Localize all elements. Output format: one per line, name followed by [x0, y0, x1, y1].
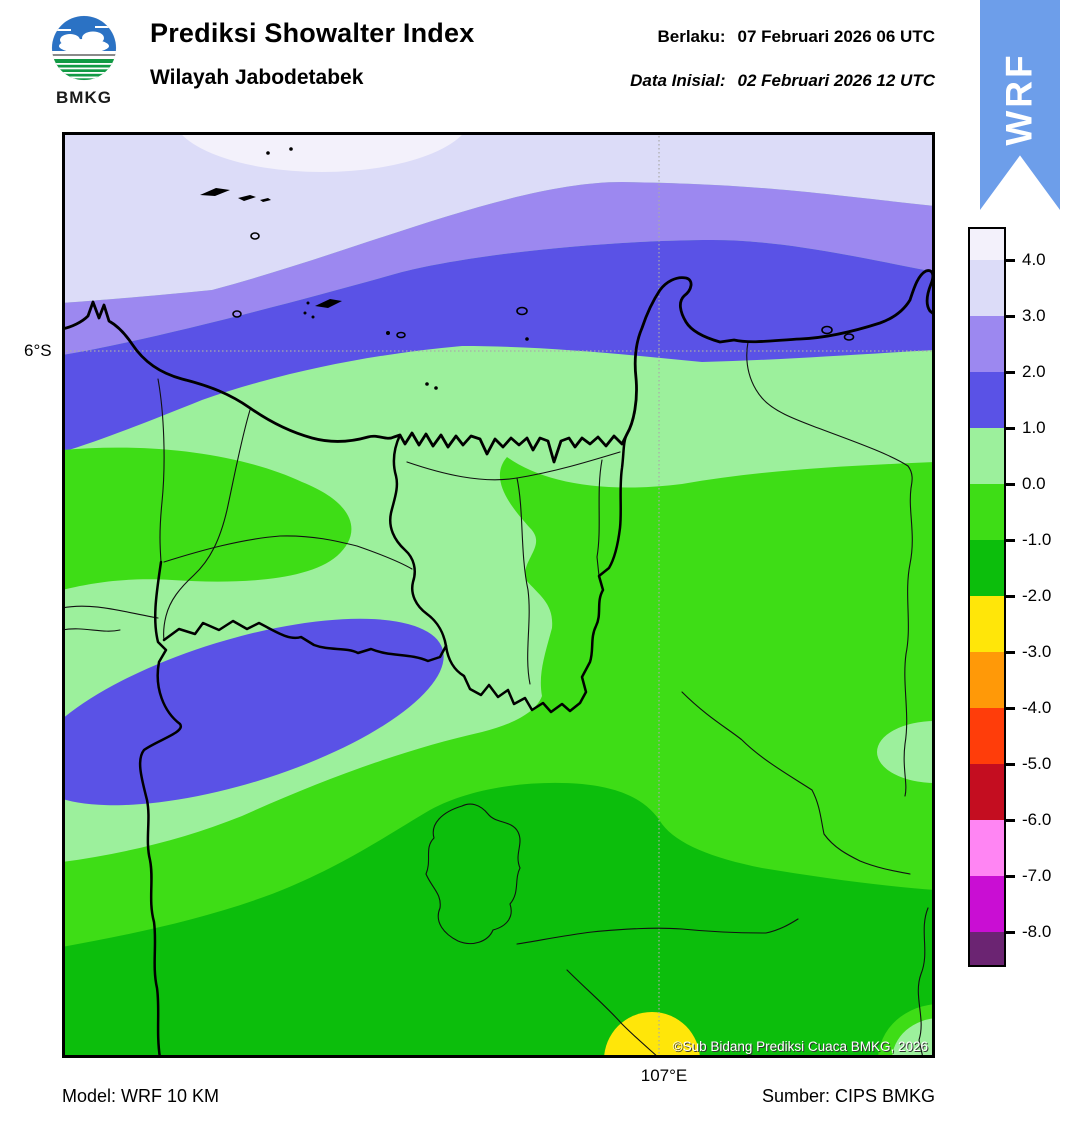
- region-dark-green: [62, 782, 935, 1058]
- colorbar-segment: [970, 372, 1004, 428]
- tick-label: 4.0: [1022, 250, 1046, 269]
- tick-mark: [1004, 874, 1015, 878]
- graticule: [62, 132, 935, 1058]
- map-copyright: ©Sub Bidang Prediksi Cuaca BMKG, 2026: [673, 1039, 928, 1054]
- map-copyright-shadow: ©Sub Bidang Prediksi Cuaca BMKG, 2026: [674, 1040, 929, 1055]
- bmkg-logo: BMKG: [49, 13, 119, 107]
- longitude-label: 107°E: [640, 1066, 688, 1085]
- colorbar-tick-row: 3.0: [1004, 306, 1046, 326]
- colorbar-segment: [970, 260, 1004, 316]
- colorbar: [968, 227, 1006, 967]
- tick-mark: [1004, 930, 1015, 934]
- wrf-ribbon-label: WRF: [999, 52, 1040, 146]
- colorbar-segment: [970, 652, 1004, 708]
- region-light-ellipse-right: [877, 721, 935, 783]
- colorbar-tick-row: 2.0: [1004, 362, 1046, 382]
- colorbar-segment: [970, 484, 1004, 540]
- district-boundaries: [62, 341, 929, 1058]
- tick-mark: [1004, 482, 1015, 486]
- colorbar-segment: [970, 540, 1004, 596]
- region-light-ellipse-corner: [892, 1018, 935, 1058]
- colorbar-tick-row: -7.0: [1004, 866, 1051, 886]
- colorbar-tick-row: 0.0: [1004, 474, 1046, 494]
- model-label: Model: WRF 10 KM: [62, 1086, 220, 1106]
- colorbar-segment: [970, 820, 1004, 876]
- tick-label: -2.0: [1022, 586, 1052, 605]
- tick-label: -4.0: [1022, 698, 1052, 717]
- tick-mark: [1004, 538, 1015, 542]
- region-yellow-blob: [604, 1012, 700, 1058]
- region-purple-band: [62, 182, 935, 355]
- colorbar-segment: [970, 764, 1004, 820]
- tick-label: -5.0: [1022, 754, 1052, 773]
- colorbar-segment: [970, 876, 1004, 932]
- initial-value: 02 Februari 2026 12 UTC: [737, 71, 935, 90]
- tick-mark: [1004, 706, 1015, 710]
- tick-mark: [1004, 258, 1015, 262]
- colorbar-segments: [970, 229, 1004, 965]
- region-blue-band: [62, 240, 935, 452]
- colorbar-tick-row: -6.0: [1004, 810, 1051, 830]
- valid-label: Berlaku:: [657, 27, 726, 46]
- coastline: [62, 269, 935, 464]
- tick-label: 0.0: [1022, 474, 1046, 493]
- colorbar-segment: [970, 229, 1004, 260]
- tick-label: 2.0: [1022, 362, 1046, 381]
- source-label: Sumber: CIPS BMKG: [761, 1086, 935, 1106]
- latitude-label: 6°S: [24, 341, 52, 360]
- tick-mark: [1004, 370, 1015, 374]
- wrf-ribbon: WRF: [980, 0, 1060, 210]
- bmkg-logo-image: BMKG: [51, 15, 117, 107]
- region-white-patch: [179, 132, 465, 172]
- colorbar-segment: [970, 596, 1004, 652]
- region-bright-green-left: [62, 447, 352, 590]
- tick-mark: [1004, 818, 1015, 822]
- tick-mark: [1004, 650, 1015, 654]
- colorbar-ticks: 4.0 3.0 2.0 1.0 0.0 -1.0 -2.0 -3.0 -4.0 -5.0 -6.0 -…: [1004, 229, 1068, 965]
- forecast-map: ©Sub Bidang Prediksi Cuaca BMKG, 2026 ©S…: [62, 132, 935, 1058]
- tick-mark: [1004, 594, 1015, 598]
- initial-datetime: Data Inisial: 02 Februari 2026 12 UTC: [630, 71, 935, 91]
- colorbar-segment: [970, 316, 1004, 372]
- province-boundaries: [138, 432, 629, 1058]
- colorbar-segment: [970, 428, 1004, 484]
- page-subtitle: Wilayah Jabodetabek: [150, 66, 364, 89]
- colorbar-tick-row: -4.0: [1004, 698, 1051, 718]
- region-blue-blob: [62, 618, 444, 806]
- valid-datetime: Berlaku: 07 Februari 2026 06 UTC: [657, 27, 935, 47]
- islands: [200, 147, 855, 390]
- map-frame: [62, 132, 935, 1058]
- tick-label: -3.0: [1022, 642, 1052, 661]
- tick-label: -8.0: [1022, 922, 1052, 941]
- colorbar-segment: [970, 932, 1004, 965]
- tick-mark: [1004, 426, 1015, 430]
- colorbar-tick-row: 1.0: [1004, 418, 1046, 438]
- colorbar-tick-row: -5.0: [1004, 754, 1051, 774]
- page-title: Prediksi Showalter Index: [150, 18, 475, 48]
- colorbar-segment: [970, 708, 1004, 764]
- tick-label: -7.0: [1022, 866, 1052, 885]
- initial-label: Data Inisial:: [630, 71, 726, 90]
- tick-label: 3.0: [1022, 306, 1046, 325]
- colorbar-tick-row: -8.0: [1004, 922, 1051, 942]
- region-lavender-band: [62, 132, 935, 303]
- colorbar-tick-row: 4.0: [1004, 250, 1046, 270]
- tick-mark: [1004, 762, 1015, 766]
- colorbar-tick-row: -1.0: [1004, 530, 1051, 550]
- colorbar-tick-row: -3.0: [1004, 642, 1051, 662]
- valid-value: 07 Februari 2026 06 UTC: [737, 27, 935, 46]
- tick-label: -1.0: [1022, 530, 1052, 549]
- tick-label: -6.0: [1022, 810, 1052, 829]
- tick-label: 1.0: [1022, 418, 1046, 437]
- tick-mark: [1004, 314, 1015, 318]
- logo-label: BMKG: [56, 88, 112, 107]
- colorbar-tick-row: -2.0: [1004, 586, 1051, 606]
